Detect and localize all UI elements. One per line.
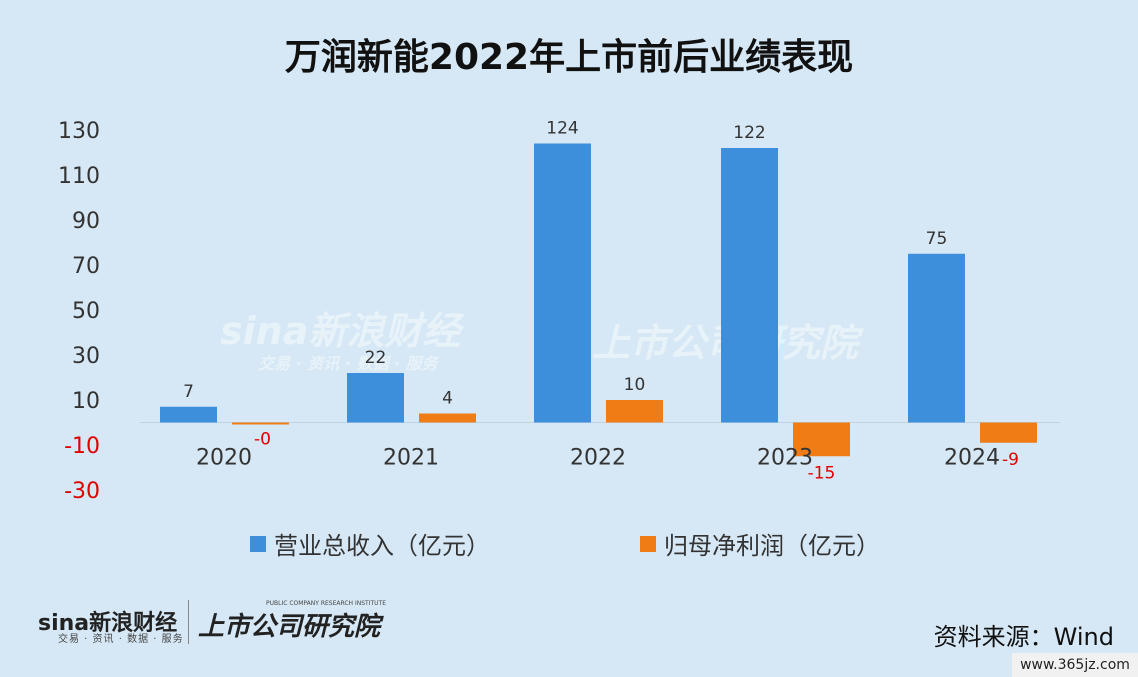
x-tick-label: 2023: [757, 446, 813, 471]
revenue-data-label: 75: [926, 229, 948, 249]
y-tick-label: 50: [72, 299, 100, 324]
revenue-bar: [908, 253, 965, 423]
y-tick-label: 10: [72, 389, 100, 414]
x-tick-label: 2020: [196, 446, 252, 471]
profit-bar: [793, 422, 850, 457]
legend: 营业总收入（亿元） 归母净利润（亿元）: [250, 526, 880, 561]
footer-brand-tagline: 交易 · 资讯 · 数据 · 服务: [58, 634, 184, 645]
x-tick-label: 2022: [570, 446, 626, 471]
y-tick-label: 90: [72, 209, 100, 234]
footer-brand-logo: sina新浪财经: [38, 611, 178, 636]
legend-swatch-profit: [640, 535, 656, 552]
footer-institute-logo: 上市公司研究院: [198, 612, 381, 642]
revenue-data-label: 7: [183, 382, 194, 402]
profit-bar: [606, 400, 663, 423]
revenue-data-label: 122: [733, 123, 765, 143]
legend-item-revenue: 营业总收入（亿元）: [250, 526, 490, 561]
y-tick-label: 70: [72, 254, 100, 279]
watermark-brand: sina新浪财经: [220, 309, 461, 353]
y-tick-label: -10: [64, 434, 100, 459]
chart-title: 万润新能2022年上市前后业绩表现: [284, 37, 854, 78]
profit-data-label: -0: [254, 430, 271, 450]
watermark-brand-sub: 交易 · 资讯 · 数据 · 服务: [258, 354, 438, 373]
y-tick-label: 110: [58, 164, 100, 189]
revenue-bar: [534, 143, 591, 423]
legend-label-revenue: 营业总收入（亿元）: [274, 532, 490, 560]
site-watermark: www.365jz.com: [1012, 653, 1138, 677]
profit-bar: [980, 422, 1037, 443]
revenue-bar: [721, 148, 778, 423]
legend-item-profit: 归母净利润（亿元）: [640, 526, 880, 561]
profit-data-label: 4: [442, 389, 453, 409]
profit-bar: [232, 422, 289, 425]
profit-bar: [419, 413, 476, 423]
revenue-bar: [347, 373, 404, 423]
revenue-data-label: 124: [546, 119, 578, 139]
y-tick-label: 30: [72, 344, 100, 369]
profit-data-label: -15: [808, 463, 836, 483]
profit-data-label: 10: [624, 375, 646, 395]
legend-label-profit: 归母净利润（亿元）: [664, 532, 880, 560]
footer-institute-tagline: PUBLIC COMPANY RESEARCH INSTITUTE: [266, 600, 386, 607]
x-tick-label: 2024: [944, 446, 1000, 471]
source-note: 资料来源：Wind: [933, 623, 1114, 651]
y-tick-label: -30: [64, 479, 100, 504]
profit-data-label: -9: [1002, 450, 1019, 470]
legend-swatch-revenue: [250, 535, 266, 552]
footer-divider: [188, 600, 189, 644]
revenue-data-label: 22: [365, 348, 387, 368]
x-tick-label: 2021: [383, 446, 439, 471]
y-tick-label: 130: [58, 119, 100, 144]
revenue-bar: [160, 406, 217, 423]
